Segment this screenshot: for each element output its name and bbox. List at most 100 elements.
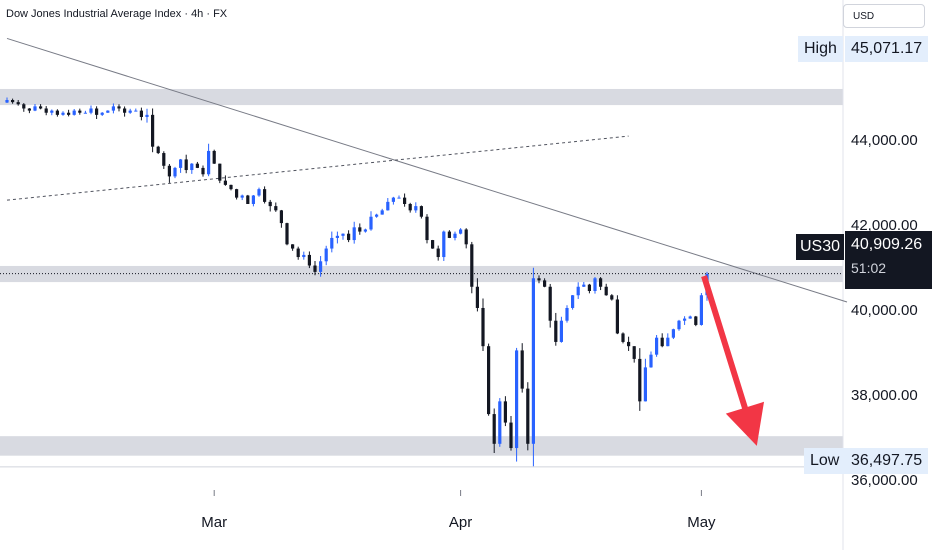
candle-body [44, 108, 48, 113]
candle-body [358, 227, 362, 232]
y-tick-label: 38,000.00 [851, 387, 918, 405]
candle-body [139, 110, 143, 117]
candle [128, 108, 132, 114]
candle [655, 335, 659, 357]
candle [330, 231, 334, 253]
candle [296, 246, 300, 260]
candle-body [503, 401, 507, 423]
candle-body [347, 233, 351, 241]
descending-trendline [6, 37, 848, 303]
candle [503, 396, 507, 427]
candle-body [593, 278, 597, 291]
candle-body [240, 195, 244, 198]
candle-body [537, 278, 541, 281]
candle-body [291, 244, 295, 249]
y-tick-label: 36,000.00 [851, 472, 918, 489]
candle-body [666, 337, 670, 347]
y-tick-label: 40,000.00 [851, 302, 918, 320]
candle-body [330, 237, 334, 249]
candle-body [274, 206, 278, 211]
candle [688, 315, 692, 319]
candle-body [352, 227, 356, 241]
candle-body [599, 278, 603, 287]
candle-body [257, 189, 261, 196]
candle [313, 261, 317, 276]
candle [526, 382, 530, 451]
candle-body [531, 278, 535, 444]
candle-body [100, 112, 104, 115]
candle-body [688, 316, 692, 319]
chart-title: Dow Jones Industrial Average Index · 4h … [6, 8, 228, 20]
candle [459, 228, 463, 235]
candle-body [683, 318, 687, 321]
candle-body [369, 216, 373, 230]
candle [470, 241, 474, 294]
candle [207, 143, 211, 177]
candle [559, 316, 563, 343]
candle [123, 106, 127, 117]
candle [671, 328, 675, 340]
candle-body [363, 229, 367, 232]
x-tick-label: May [687, 514, 716, 531]
candle-body [173, 167, 177, 177]
candle-body [167, 165, 171, 177]
candle-body [587, 284, 591, 291]
candle [408, 202, 412, 213]
candle [229, 184, 233, 191]
candle-body [55, 110, 59, 115]
candle [184, 154, 188, 174]
candle-body [72, 110, 76, 115]
candle [537, 275, 541, 284]
candle-body [184, 159, 188, 171]
candle [515, 347, 519, 462]
candle [212, 149, 216, 164]
candle [167, 163, 171, 183]
candle-body [335, 235, 339, 238]
candle [335, 231, 339, 244]
candle [375, 213, 379, 218]
candle-body [22, 104, 26, 109]
candle [27, 108, 31, 114]
candle [699, 293, 703, 326]
candle-body [380, 210, 384, 215]
sr-zone [0, 436, 843, 456]
currency-selector[interactable]: USD [843, 4, 925, 28]
candle [347, 230, 351, 243]
candle-body [515, 350, 519, 449]
candle-body [576, 286, 580, 296]
candle [22, 103, 26, 112]
candle-body [604, 286, 608, 296]
trendlines [0, 37, 848, 468]
low-label: Low [804, 448, 846, 474]
candle-body [464, 229, 468, 245]
candle-body [655, 337, 659, 355]
candle [117, 104, 121, 112]
candle [464, 228, 468, 249]
candle-body [419, 206, 423, 217]
candle [111, 103, 115, 114]
candle [72, 108, 76, 116]
candle-body [195, 163, 199, 168]
candle [453, 231, 457, 241]
candle-body [223, 180, 227, 185]
candle-body [16, 102, 20, 105]
candle [683, 316, 687, 325]
high-value: 45,071.17 [845, 36, 929, 62]
candle [425, 214, 429, 244]
candle [509, 416, 513, 451]
candle-body [677, 320, 681, 330]
candle-body [307, 254, 311, 266]
candle [677, 319, 681, 331]
candle [145, 108, 149, 123]
last-price-tag: 40,909.26 51:02 [845, 231, 932, 289]
candle [442, 230, 446, 261]
candle [307, 251, 311, 269]
candle [554, 312, 558, 346]
candle [106, 110, 110, 113]
candle-body [498, 401, 502, 444]
candle [531, 267, 535, 467]
candle-body [123, 108, 127, 113]
overlay [213, 275, 765, 496]
candle-body [403, 197, 407, 204]
